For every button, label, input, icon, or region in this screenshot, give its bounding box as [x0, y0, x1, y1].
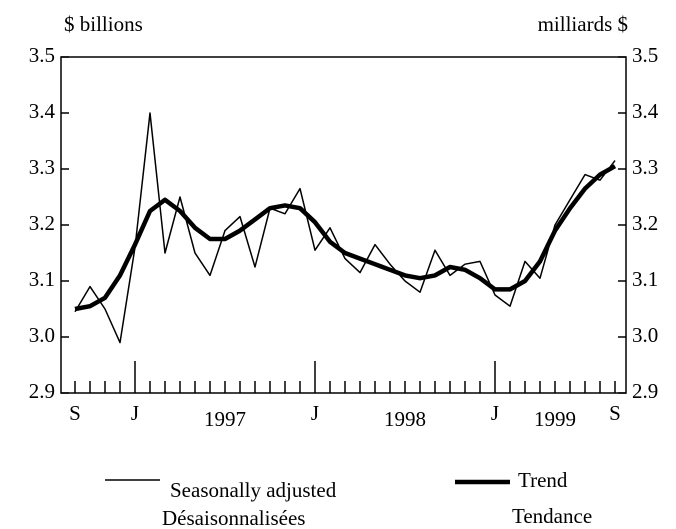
year-label: 1997 [204, 407, 246, 431]
y2-tick-label: 3.2 [632, 211, 658, 235]
legend-label: Seasonally adjusted [170, 478, 337, 502]
y-axis-label-right: milliards $ [538, 12, 628, 36]
y2-tick-label: 3.1 [632, 267, 658, 291]
y-tick-label: 2.9 [29, 379, 55, 403]
series-line [74, 112, 616, 344]
y-tick-label: 3.4 [29, 99, 56, 123]
y2-tick-label: 3.4 [632, 99, 659, 123]
y2-tick-label: 3.0 [632, 323, 658, 347]
y-tick-label: 3.0 [29, 323, 55, 347]
y2-tick-label: 3.3 [632, 155, 658, 179]
y-tick-label: 3.1 [29, 267, 55, 291]
series-line [74, 164, 617, 312]
y-tick-label: 3.2 [29, 211, 55, 235]
y-tick-label: 3.5 [29, 43, 55, 67]
x-tick-label: S [69, 401, 81, 425]
y2-tick-label: 3.5 [632, 43, 658, 67]
y-axis-label-left: $ billions [64, 12, 143, 36]
legend-label: Trend [518, 468, 568, 492]
year-label: 1999 [534, 407, 576, 431]
x-tick-label: J [131, 401, 139, 425]
legend-label-alt: Désaisonnalisées [162, 506, 305, 529]
x-tick-label: J [491, 401, 499, 425]
y2-tick-label: 2.9 [632, 379, 658, 403]
x-tick-label: S [609, 401, 621, 425]
y-tick-label: 3.3 [29, 155, 55, 179]
year-label: 1998 [384, 407, 426, 431]
legend-label-alt: Tendance [512, 504, 592, 528]
x-tick-label: J [311, 401, 319, 425]
